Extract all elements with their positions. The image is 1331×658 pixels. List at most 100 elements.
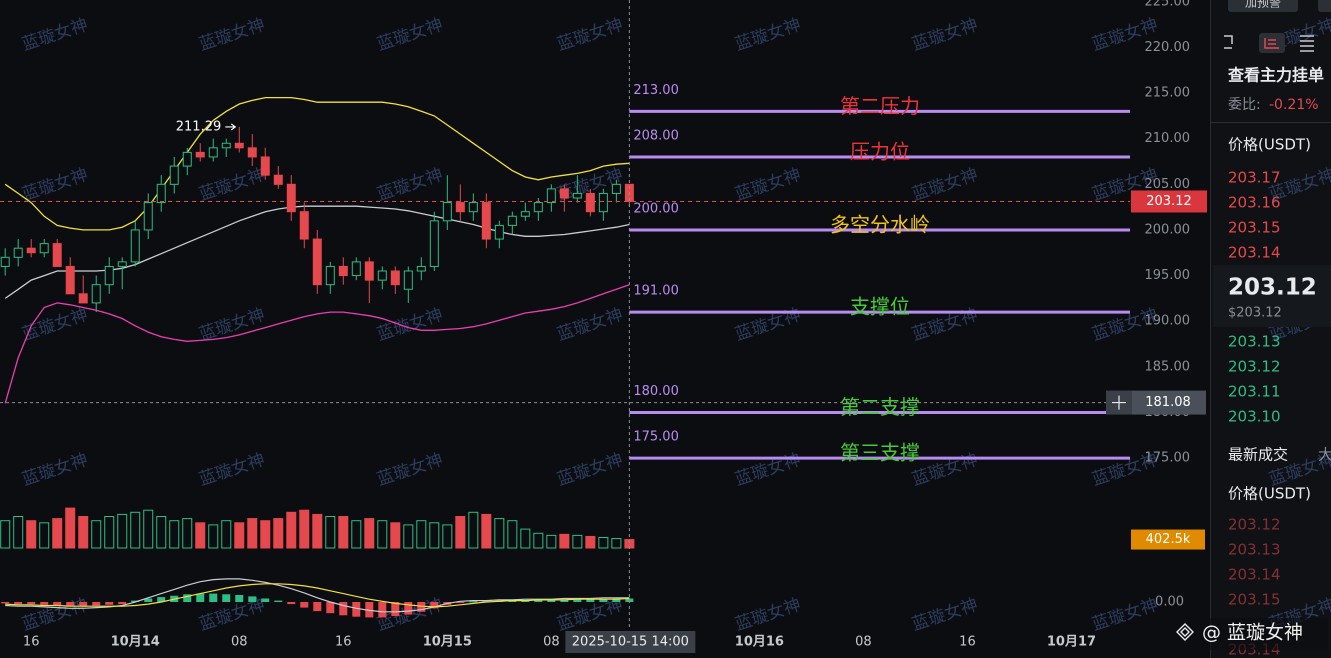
volume-bar [143,509,154,549]
macd-bar [209,593,218,602]
candle-body [182,151,192,167]
bid-price: 203.13 [1228,333,1281,351]
volume-bar [260,520,271,549]
macd-bar [248,596,257,602]
icon[interactable] [1224,35,1233,49]
macd-bar [92,602,101,606]
macd-bar [326,602,335,614]
trades-tab[interactable]: 大 [1318,446,1331,464]
macd-tick-label: 0.00 [1155,595,1184,610]
macd-bar [599,599,608,602]
level-value-label: 208.00 [633,128,679,143]
volume-bar [156,516,167,549]
candle-body [546,188,556,204]
trade-price: 203.15 [1228,591,1281,609]
volume-bar [546,534,557,549]
candle-body [299,211,309,240]
level-value-label: 213.00 [633,83,679,98]
macd-bar [287,602,296,605]
alert-button-label[interactable]: 加预警 [1245,0,1281,10]
candle-body [494,224,504,240]
volume-bar [468,511,479,549]
icon[interactable] [1264,38,1279,49]
candle-body [104,265,114,286]
candle-body [468,202,478,213]
signature-bg [1168,618,1328,650]
volume-bar [286,511,297,549]
macd-bar [274,600,283,602]
volume-bar [403,524,414,549]
volume-bar [585,535,596,549]
y-tick-label: 190.00 [1145,314,1191,329]
ratio-label: 委比: [1228,97,1261,113]
y-tick-label: 215.00 [1145,86,1191,101]
x-tick-label: 16 [959,635,976,650]
volume-bar [533,532,544,549]
candle-body [195,151,205,158]
macd-bar [534,599,543,602]
orderbook-title[interactable]: 查看主力挂单 [1228,66,1324,85]
candle-body [325,265,335,286]
volume-bar [559,533,570,549]
macd-bar [560,599,569,602]
volume-bar [325,516,336,549]
macd-bar [456,602,465,603]
volume-bar [572,534,583,549]
macd-bar [378,602,387,618]
ask-price: 203.16 [1228,194,1281,212]
icon-active[interactable] [1259,33,1285,53]
x-tick-label: 10月16 [735,635,784,650]
last-price: 203.12 [1228,275,1317,301]
volume-bar [195,522,206,549]
macd-bar [53,602,62,606]
level-label: 支撑位 [850,295,910,319]
macd-bar [612,598,621,602]
volume-bar [13,516,24,549]
price-header: 价格(USDT) [1228,136,1311,154]
candle-body [338,265,348,277]
candle-body [390,270,400,286]
last-price-usd: $203.12 [1228,306,1282,321]
candle-body [234,142,244,149]
icon[interactable] [1300,35,1314,52]
trades-header: 价格(USDT) [1228,485,1311,503]
volume-bar [520,528,531,549]
y-tick-label: 220.00 [1145,40,1191,55]
candle-body [416,265,426,272]
button[interactable] [1318,0,1331,12]
macd-bar [547,599,556,602]
volume-bar [507,520,518,549]
level-label: 第三支撑 [840,441,920,465]
candle-body [286,183,296,213]
volume-bar [78,516,89,549]
candle-body [507,215,517,226]
candle-body [143,202,153,231]
candle-body [130,229,140,263]
volume-bar [26,520,37,549]
last-price-box [1213,265,1331,327]
volume-bar [494,518,505,549]
macd-bar [469,601,478,603]
volume-bar [65,507,76,549]
macd-bar [131,600,140,602]
volume-bar [416,520,427,549]
last-price-tag [1131,190,1207,213]
candle-body [403,270,413,290]
volume-bar [364,518,375,549]
volume-bar [247,518,258,549]
x-tick-label: 08 [231,635,248,650]
candle-body [559,188,569,199]
macd-bar [508,600,517,602]
candle-body [26,247,36,254]
volume-bar [611,538,622,549]
crosshair-x-label: 2025-10-15 14:00 [572,635,689,650]
trades-title[interactable]: 最新成交 [1228,446,1288,464]
candle-body [312,238,322,286]
alert-button[interactable] [1228,0,1298,12]
level-label: 第二支撑 [840,395,920,419]
macd-bar [27,602,36,605]
macd-bar [144,598,153,602]
volume-bar [117,513,128,549]
